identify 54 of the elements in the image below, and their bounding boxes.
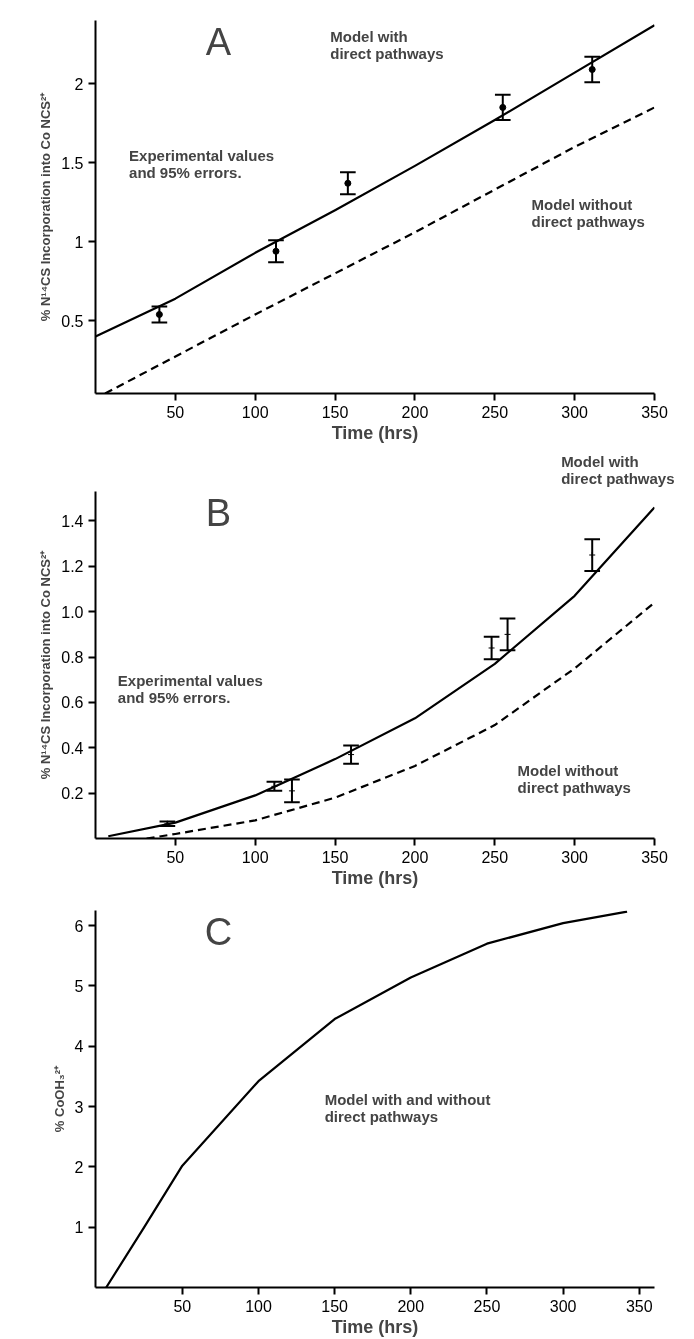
x-tick-label: 150 bbox=[321, 848, 349, 866]
annotation: Model without direct pathways bbox=[517, 762, 631, 797]
x-tick-label: 50 bbox=[166, 403, 185, 421]
x-tick-label: 50 bbox=[173, 1297, 192, 1315]
x-tick-label: 300 bbox=[549, 1297, 577, 1315]
y-tick-label: 0.4 bbox=[61, 739, 84, 757]
y-tick-label: 1.4 bbox=[61, 512, 84, 530]
annotation: Experimental values and 95% errors. bbox=[117, 671, 263, 706]
y-tick-label: 0.8 bbox=[61, 649, 84, 667]
annotation: Model with direct pathways bbox=[330, 27, 444, 62]
y-tick-label: 4 bbox=[74, 1038, 84, 1056]
y-tick-label: 5 bbox=[74, 977, 84, 995]
x-tick-label: 100 bbox=[241, 848, 269, 866]
y-tick-label: 1.5 bbox=[61, 154, 84, 172]
x-axis-title: Time (hrs) bbox=[331, 422, 419, 443]
y-tick-label: 1 bbox=[74, 233, 84, 251]
x-tick-label: 350 bbox=[641, 848, 668, 866]
y-tick-label: 0.6 bbox=[61, 694, 84, 712]
x-tick-label: 250 bbox=[481, 848, 509, 866]
x-tick-label: 250 bbox=[481, 403, 509, 421]
y-tick-label: 2 bbox=[74, 75, 84, 93]
x-tick-label: 200 bbox=[397, 1297, 425, 1315]
x-tick-label: 150 bbox=[321, 1297, 349, 1315]
text: Model with direct pathways bbox=[561, 452, 675, 487]
y-tick-label: 0.2 bbox=[61, 785, 84, 803]
annotation: Experimental values and 95% errors. bbox=[129, 147, 275, 182]
y-tick-label: 2 bbox=[74, 1158, 84, 1176]
y-axis-title: % CoOH₃²⁺ bbox=[51, 1064, 67, 1133]
x-tick-label: 200 bbox=[401, 848, 429, 866]
x-axis-title: Time (hrs) bbox=[331, 867, 419, 888]
x-tick-label: 200 bbox=[401, 403, 429, 421]
x-tick-label: 300 bbox=[561, 403, 589, 421]
y-tick-label: 3 bbox=[74, 1098, 84, 1116]
chart-title: A bbox=[205, 20, 232, 63]
y-tick-label: 1 bbox=[74, 1219, 84, 1237]
x-tick-label: 50 bbox=[166, 848, 185, 866]
x-tick-label: 350 bbox=[625, 1297, 653, 1315]
y-tick-label: 0.5 bbox=[61, 312, 84, 330]
annotation: Model with and without direct pathways bbox=[324, 1091, 491, 1126]
chart-title: C bbox=[204, 910, 233, 953]
y-axis-title: % N¹⁴CS Incorporation into Co NCS²⁺ bbox=[38, 91, 54, 322]
x-tick-label: 150 bbox=[321, 403, 349, 421]
y-tick-label: 6 bbox=[74, 917, 84, 935]
y-tick-label: 1.0 bbox=[61, 603, 84, 621]
x-tick-label: 100 bbox=[241, 403, 269, 421]
x-tick-label: 100 bbox=[245, 1297, 272, 1315]
x-tick-label: 250 bbox=[473, 1297, 501, 1315]
x-tick-label: 350 bbox=[641, 403, 668, 421]
x-axis-title: Time (hrs) bbox=[331, 1316, 419, 1337]
y-tick-label: 1.2 bbox=[61, 558, 84, 576]
chart-title: B bbox=[205, 491, 232, 534]
x-tick-label: 300 bbox=[561, 848, 589, 866]
y-axis-title: % N¹⁴CS Incorporation into Co NCS²⁺ bbox=[38, 549, 54, 780]
annotation: Model without direct pathways bbox=[531, 195, 645, 230]
